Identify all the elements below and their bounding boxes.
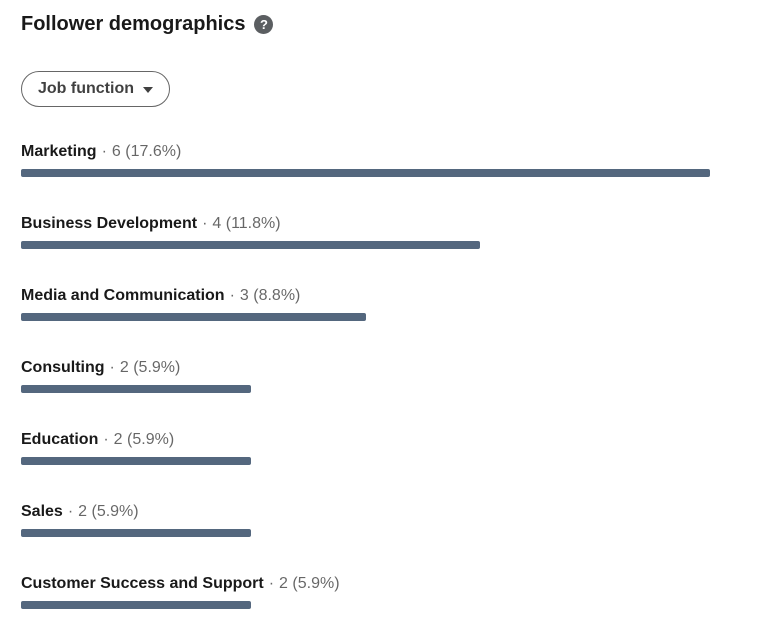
row-bar <box>21 169 710 177</box>
job-function-dropdown[interactable]: Job function <box>21 71 170 107</box>
help-icon[interactable]: ? <box>254 14 274 34</box>
demographic-row: Sales · 2 (5.9%) <box>21 501 710 537</box>
demographic-row: Media and Communication · 3 (8.8%) <box>21 285 710 321</box>
page-title: Follower demographics <box>21 13 246 35</box>
row-value: 2 (5.9%) <box>113 431 175 448</box>
row-bar <box>21 385 251 393</box>
panel-header: Follower demographics ? <box>21 12 747 36</box>
dot-separator: · <box>101 143 107 160</box>
demographic-row: Consulting · 2 (5.9%) <box>21 357 710 393</box>
row-label: Marketing <box>21 143 97 160</box>
demographic-row: Business Development · 4 (11.8%) <box>21 213 710 249</box>
row-text: Sales · 2 (5.9%) <box>21 501 710 522</box>
row-label: Education <box>21 431 99 448</box>
dot-separator: · <box>109 359 115 376</box>
row-label: Customer Success and Support <box>21 575 264 592</box>
row-value: 3 (8.8%) <box>239 287 301 304</box>
job-function-dropdown-label: Job function <box>38 80 134 97</box>
row-bar <box>21 241 481 249</box>
demographic-row: Customer Success and Support · 2 (5.9%) <box>21 573 710 609</box>
row-value: 2 (5.9%) <box>119 359 181 376</box>
demographics-list: Marketing · 6 (17.6%) Business Development… <box>21 141 710 609</box>
row-value: 2 (5.9%) <box>279 575 340 592</box>
demographic-row: Education · 2 (5.9%) <box>21 429 710 465</box>
row-text: Customer Success and Support · 2 (5.9%) <box>21 573 710 594</box>
row-value: 6 (17.6%) <box>111 143 182 160</box>
row-text: Marketing · 6 (17.6%) <box>21 141 710 162</box>
row-bar <box>21 313 366 321</box>
row-value: 4 (11.8%) <box>212 215 281 232</box>
row-label: Sales <box>21 503 63 520</box>
row-bar <box>21 601 251 609</box>
dot-separator: · <box>268 575 275 592</box>
dot-separator: · <box>103 431 109 448</box>
row-text: Consulting · 2 (5.9%) <box>21 357 710 378</box>
row-text: Media and Communication · 3 (8.8%) <box>21 285 710 306</box>
chevron-down-icon <box>142 87 153 93</box>
row-bar <box>21 529 251 537</box>
dot-separator: · <box>202 215 208 232</box>
dot-separator: · <box>67 503 74 520</box>
row-bar <box>21 457 251 465</box>
row-text: Education · 2 (5.9%) <box>21 429 710 450</box>
demographic-row: Marketing · 6 (17.6%) <box>21 141 710 177</box>
row-label: Media and Communication <box>21 287 225 304</box>
follower-demographics-panel: Follower demographics ? Job function Mar… <box>21 12 747 609</box>
dot-separator: · <box>229 287 235 304</box>
row-label: Business Development <box>21 215 198 232</box>
row-text: Business Development · 4 (11.8%) <box>21 213 710 234</box>
row-value: 2 (5.9%) <box>78 503 139 520</box>
row-label: Consulting <box>21 359 105 376</box>
